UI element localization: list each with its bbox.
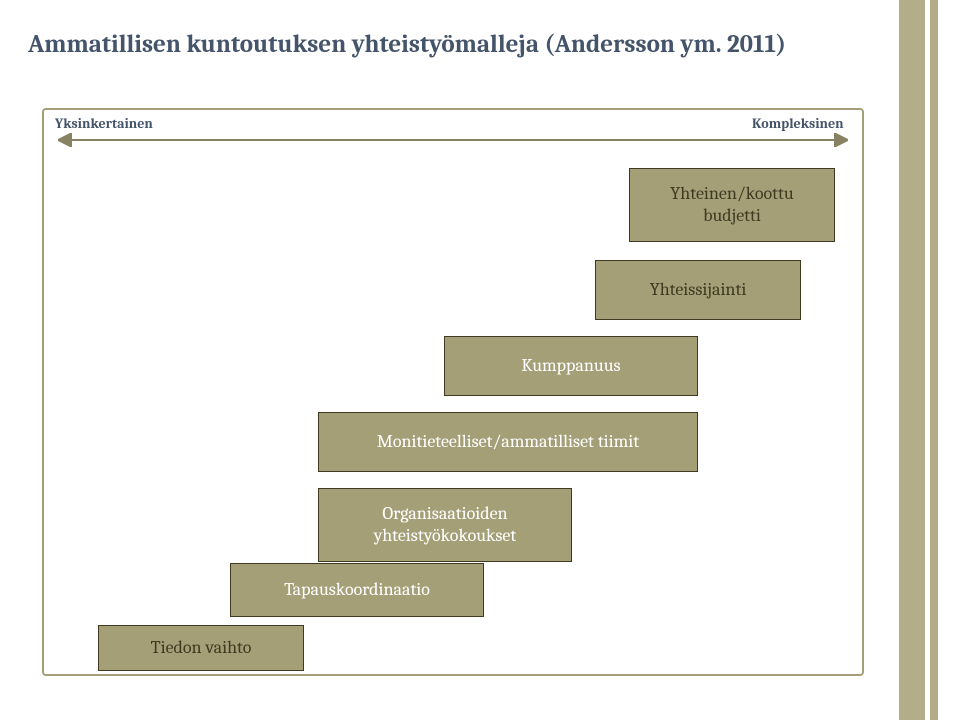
- axis-label-left: Yksinkertainen: [55, 115, 153, 132]
- step-infoexch: Tiedon vaihto: [98, 625, 304, 671]
- step-meetings: Organisaatioiden yhteistyökokoukset: [318, 488, 572, 562]
- step-casecoord: Tapauskoordinaatio: [230, 563, 484, 617]
- right-stripe-thick: [899, 0, 925, 720]
- step-location: Yhteissijainti: [595, 260, 801, 320]
- step-budget: Yhteinen/koottu budjetti: [629, 168, 835, 242]
- axis-label-right: Kompleksinen: [752, 115, 844, 132]
- slide-title: Ammatillisen kuntoutuksen yhteistyömalle…: [28, 30, 786, 59]
- step-teams: Monitieteelliset/ammatilliset tiimit: [318, 412, 698, 472]
- right-stripe-thin: [930, 0, 938, 720]
- slide: Ammatillisen kuntoutuksen yhteistyömalle…: [0, 0, 959, 720]
- axis-arrow-line: [58, 133, 848, 147]
- step-partner: Kumppanuus: [444, 336, 698, 396]
